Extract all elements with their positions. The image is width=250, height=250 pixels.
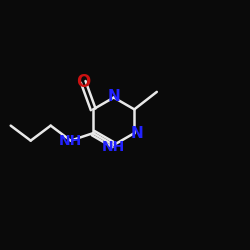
Text: N: N bbox=[108, 89, 120, 104]
Text: N: N bbox=[131, 126, 144, 140]
Text: NH: NH bbox=[59, 134, 82, 147]
Text: NH: NH bbox=[102, 140, 126, 154]
Text: O: O bbox=[76, 73, 90, 91]
